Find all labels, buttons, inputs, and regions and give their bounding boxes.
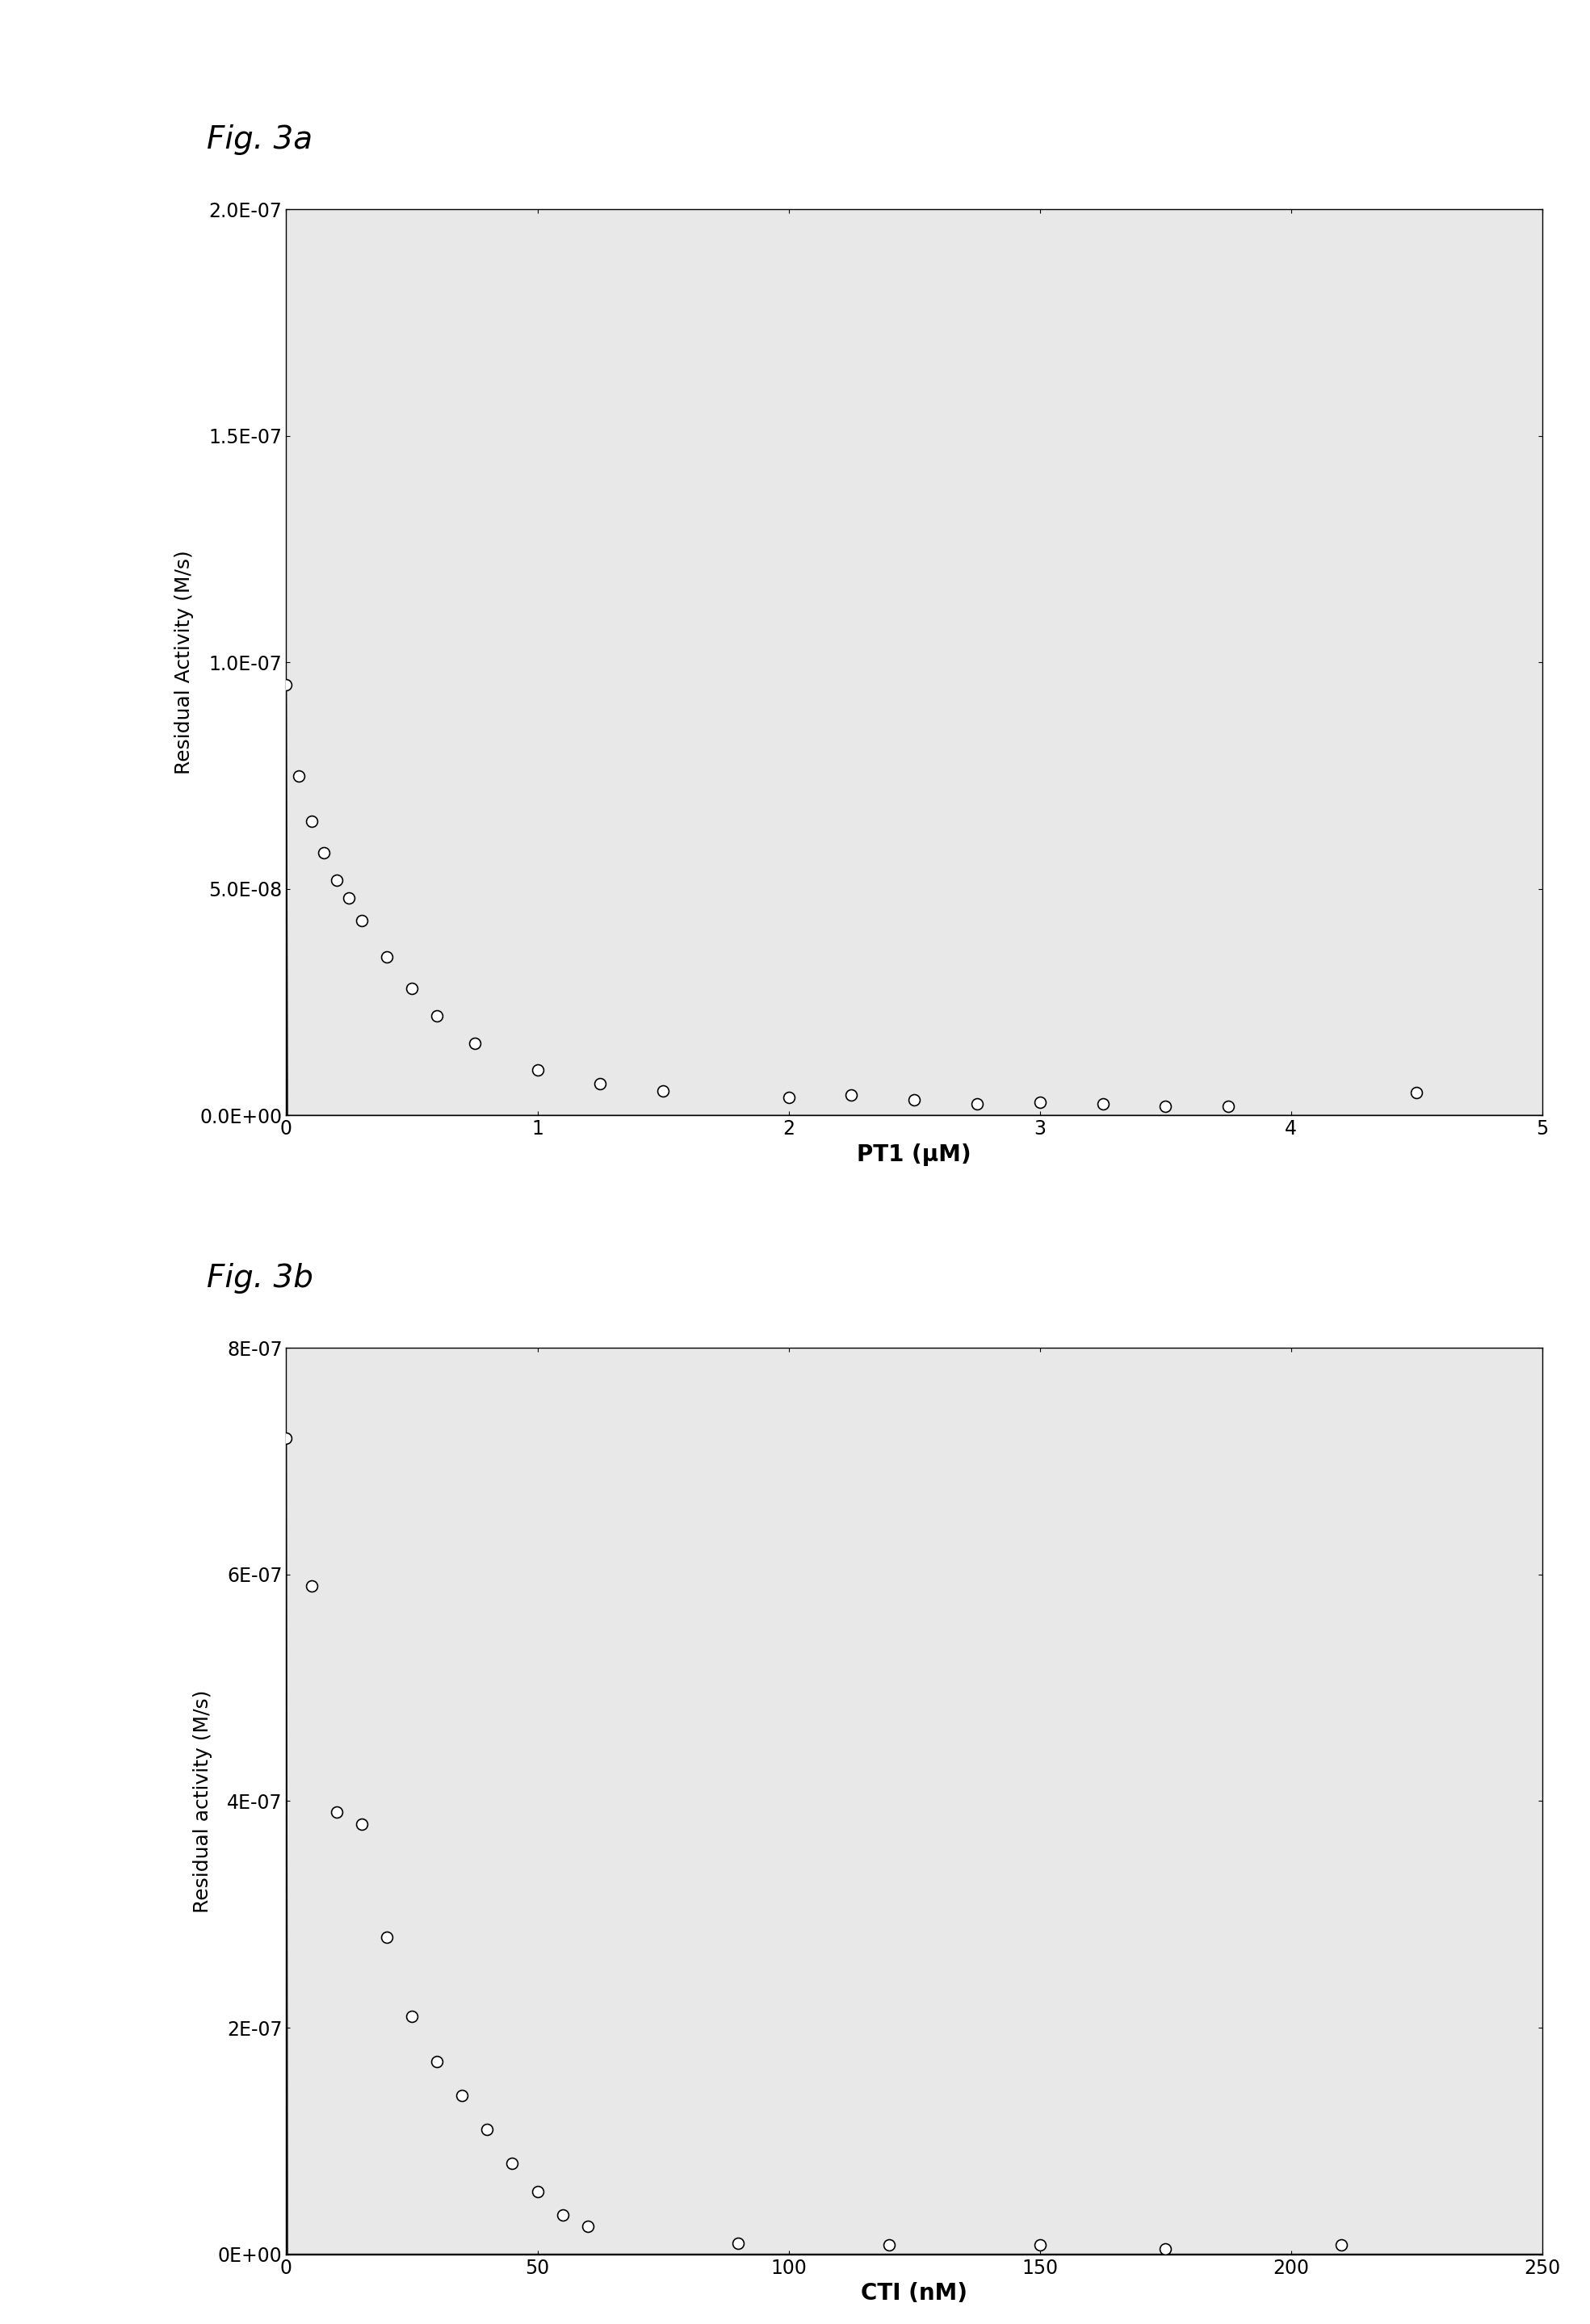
Point: [273, 667, 299, 704]
Point: [348, 902, 374, 939]
Point: [902, 1081, 927, 1118]
Point: [474, 2110, 499, 2147]
Point: [1329, 2226, 1355, 2264]
Point: [576, 2208, 601, 2245]
Point: [273, 1420, 299, 1457]
Point: [499, 2145, 525, 2182]
Point: [425, 2043, 450, 2080]
Point: [1153, 1088, 1178, 1125]
Point: [1404, 1074, 1429, 1111]
Point: [550, 2196, 576, 2233]
Point: [299, 802, 324, 839]
Text: Fig. 3b: Fig. 3b: [207, 1262, 313, 1294]
Point: [286, 758, 312, 795]
Point: [337, 878, 363, 916]
Y-axis label: Residual activity (M/s): Residual activity (M/s): [192, 1690, 213, 1913]
Point: [964, 1085, 989, 1122]
Point: [588, 1064, 614, 1102]
Point: [399, 969, 425, 1006]
X-axis label: PT1 (μM): PT1 (μM): [857, 1143, 971, 1167]
Point: [324, 1794, 350, 1831]
Point: [312, 834, 337, 872]
Point: [1216, 1088, 1242, 1125]
X-axis label: CTI (nM): CTI (nM): [860, 2282, 968, 2305]
Point: [876, 2226, 902, 2264]
Point: [1027, 2226, 1053, 2264]
Point: [324, 862, 350, 899]
Point: [374, 1917, 399, 1954]
Point: [525, 2173, 550, 2210]
Point: [425, 997, 450, 1034]
Point: [840, 1076, 865, 1113]
Point: [450, 2078, 475, 2115]
Point: [725, 2224, 750, 2261]
Point: [1153, 2231, 1178, 2268]
Point: [1027, 1083, 1053, 1120]
Point: [348, 1806, 374, 1843]
Point: [399, 1999, 425, 2036]
Y-axis label: Residual Activity (M/s): Residual Activity (M/s): [175, 551, 194, 774]
Point: [650, 1071, 676, 1109]
Text: Fig. 3a: Fig. 3a: [207, 123, 313, 156]
Point: [461, 1025, 487, 1062]
Point: [299, 1566, 324, 1604]
Point: [1091, 1085, 1116, 1122]
Point: [374, 939, 399, 976]
Point: [776, 1078, 801, 1116]
Point: [525, 1050, 550, 1088]
